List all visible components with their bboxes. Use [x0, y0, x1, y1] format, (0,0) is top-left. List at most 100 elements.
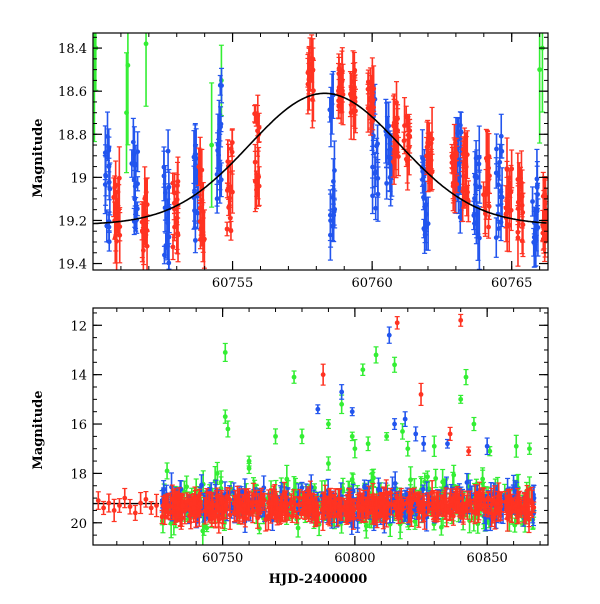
data-point: [375, 176, 380, 181]
data-point: [445, 441, 450, 446]
data-point: [451, 473, 456, 478]
data-point: [336, 71, 341, 76]
data-point: [408, 477, 413, 482]
data-point: [162, 165, 167, 170]
data-point: [219, 83, 224, 88]
data-point: [339, 402, 344, 407]
data-point: [487, 204, 492, 209]
data-point: [432, 444, 437, 449]
data-point: [421, 441, 426, 446]
data-point: [193, 152, 198, 157]
data-point: [370, 98, 375, 103]
data-point: [509, 208, 514, 213]
data-point: [374, 353, 379, 358]
data-point: [170, 181, 175, 186]
data-point: [332, 168, 337, 173]
data-point: [384, 181, 389, 186]
data-point: [424, 154, 429, 159]
x-tick-label: 60755: [212, 276, 253, 291]
data-point: [129, 161, 134, 166]
data-point: [247, 459, 252, 464]
y-tick-label: 18.8: [58, 128, 87, 143]
data-point: [350, 477, 355, 482]
data-point: [506, 193, 511, 198]
data-point: [370, 193, 375, 198]
data-point: [413, 432, 418, 437]
data-point: [494, 147, 499, 152]
data-point: [403, 417, 408, 422]
data-point: [326, 461, 331, 466]
x-tick-label: 60760: [351, 276, 392, 291]
data-point: [143, 225, 148, 230]
data-point: [219, 177, 224, 182]
data-point: [306, 70, 311, 75]
data-point: [195, 211, 200, 216]
data-point: [144, 41, 149, 46]
data-point: [392, 362, 397, 367]
data-point: [486, 225, 491, 230]
data-point: [464, 375, 469, 380]
data-point: [391, 123, 396, 128]
x-tick-label: 60765: [491, 276, 532, 291]
data-point: [164, 217, 169, 222]
data-point: [527, 446, 532, 451]
data-point: [487, 449, 492, 454]
data-point: [541, 194, 546, 199]
data-point: [421, 487, 426, 492]
data-point: [405, 446, 410, 451]
data-point: [366, 87, 371, 92]
data-point: [215, 471, 220, 476]
data-point: [310, 97, 315, 102]
data-point: [370, 165, 375, 170]
data-point: [521, 222, 526, 227]
data-point: [171, 245, 176, 250]
data-point: [254, 117, 259, 122]
data-point: [117, 233, 122, 238]
y-tick-label: 19.4: [58, 258, 87, 273]
data-point: [451, 181, 456, 186]
data-point: [114, 239, 119, 244]
data-point: [326, 422, 331, 427]
data-point: [273, 434, 278, 439]
data-point: [405, 162, 410, 167]
data-point: [535, 177, 540, 182]
data-point: [226, 427, 231, 432]
data-point: [360, 367, 365, 372]
data-point: [228, 187, 233, 192]
data-point: [500, 195, 505, 200]
y-tick-label: 19: [70, 171, 87, 186]
data-point: [223, 350, 228, 355]
data-point: [328, 218, 333, 223]
data-point: [330, 195, 335, 200]
data-point: [350, 409, 355, 414]
data-point: [425, 474, 430, 479]
data-point: [107, 164, 112, 169]
plot-area: [93, 314, 537, 545]
data-point: [216, 142, 221, 147]
data-point: [531, 240, 536, 245]
data-point: [103, 182, 108, 187]
data-point: [514, 444, 519, 449]
data-point: [174, 220, 179, 225]
data-point: [336, 104, 341, 109]
data-point: [140, 220, 145, 225]
data-point: [472, 422, 477, 427]
data-point: [393, 481, 398, 486]
data-point: [198, 174, 203, 179]
data-point: [307, 56, 312, 61]
data-point: [516, 235, 521, 240]
data-point: [461, 162, 466, 167]
y-tick-label: 18.6: [58, 85, 87, 100]
data-point: [366, 441, 371, 446]
data-point: [315, 407, 320, 412]
data-point: [200, 529, 205, 534]
data-point: [199, 483, 204, 488]
data-point: [454, 151, 459, 156]
data-point: [229, 146, 234, 151]
data-point: [352, 446, 357, 451]
data-point: [485, 444, 490, 449]
data-point: [209, 143, 214, 148]
